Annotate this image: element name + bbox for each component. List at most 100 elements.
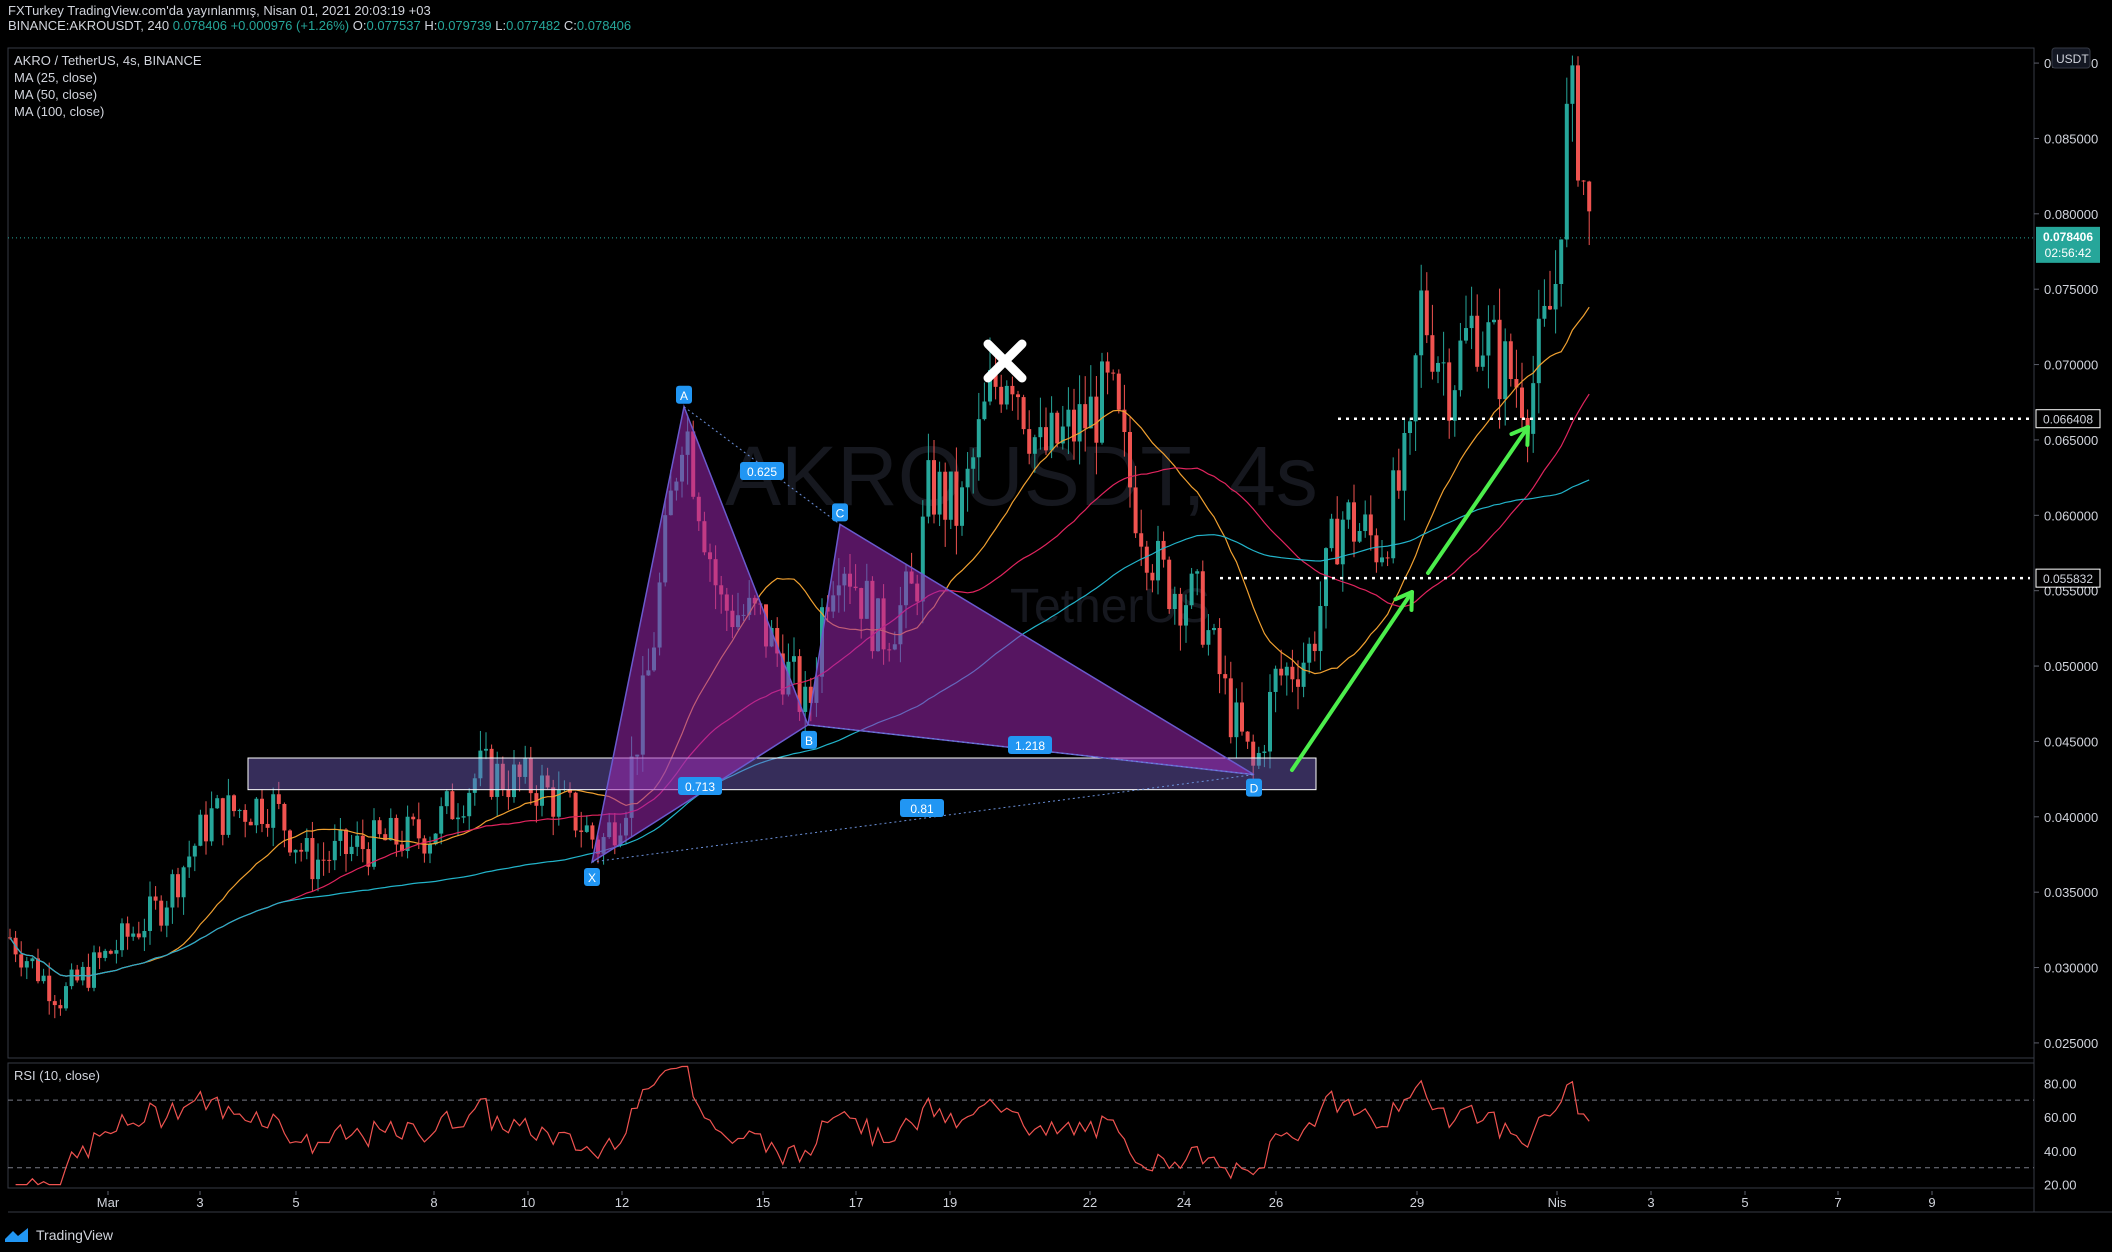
candle-body (528, 758, 533, 794)
candle-body (1055, 412, 1060, 444)
ma25-line (9, 306, 1590, 977)
candle-body (1083, 404, 1088, 429)
candle-body (1492, 319, 1496, 323)
candle-body (388, 817, 393, 841)
footer-brand[interactable]: TradingView (4, 1222, 113, 1248)
candle-body (1452, 390, 1457, 421)
time-tick-label: 5 (292, 1195, 299, 1210)
last-value: 0.078406 (172, 18, 227, 33)
candle-body (1570, 65, 1575, 104)
candle-body (1374, 535, 1379, 563)
price-tick-label: 0.075000 (2044, 282, 2098, 297)
candle-body (120, 923, 124, 951)
legend-ma50[interactable]: MA (50, close) (14, 87, 98, 102)
candle-body (332, 840, 337, 861)
ratio-badge (678, 777, 722, 795)
candle-body (1503, 341, 1508, 400)
candle-body (1150, 572, 1155, 581)
candle-body (366, 849, 371, 867)
pattern-point-label: A (680, 389, 688, 403)
candle-body (472, 778, 477, 793)
price-tick-label: 0.065000 (2044, 433, 2098, 448)
candle-body (1279, 668, 1284, 676)
arrow-up-2 (1426, 425, 1530, 575)
candle-body (1497, 319, 1502, 400)
candle-body (461, 816, 466, 818)
candle-body (1357, 530, 1362, 542)
candle-body (540, 775, 544, 806)
candle-body (444, 791, 449, 807)
candle-body (1178, 593, 1183, 626)
candle-body (1032, 437, 1037, 454)
candle-body (1262, 751, 1267, 753)
candle-body (1156, 540, 1160, 581)
pattern-point-label: C (836, 506, 845, 520)
candle-body (1139, 533, 1144, 547)
candle-body (1581, 180, 1586, 182)
candle-body (97, 952, 102, 958)
candle-body (1240, 702, 1244, 732)
legend-ma100[interactable]: MA (100, close) (14, 104, 105, 119)
level-low-label: 0.055832 (2043, 572, 2093, 586)
time-tick-label: 15 (756, 1195, 770, 1210)
candle-body (1363, 514, 1368, 531)
candle-body (282, 803, 287, 831)
rsi-title[interactable]: RSI (10, close) (14, 1068, 100, 1083)
candle-body (1458, 340, 1463, 391)
candle-body (1049, 412, 1054, 451)
time-tick-label: 29 (1410, 1195, 1424, 1210)
candle-body (556, 789, 561, 817)
time-tick-label: Mar (97, 1195, 120, 1210)
candle-body (1329, 518, 1334, 549)
last-price-label: 0.078406 (2043, 230, 2093, 244)
candle-body (982, 401, 987, 420)
candle-body (1441, 362, 1446, 364)
price-tick-label: 0.035000 (2044, 885, 2098, 900)
candle-body (192, 845, 197, 857)
candle-body (1430, 335, 1435, 372)
candle-body (276, 794, 281, 804)
candle-body (534, 793, 539, 806)
candle-body (1396, 470, 1401, 491)
candle-body (355, 835, 360, 847)
candle-body (344, 829, 348, 855)
candle-body (797, 656, 802, 712)
candle-body (1531, 383, 1536, 434)
candles-group (8, 55, 1592, 1019)
candle-body (1251, 741, 1256, 766)
candle-body (1184, 605, 1188, 626)
candle-body (75, 969, 80, 981)
time-tick-label: 24 (1177, 1195, 1191, 1210)
candle-body (1044, 427, 1048, 451)
ratio-label: 1.218 (1015, 739, 1045, 753)
candle-body (1228, 678, 1233, 738)
candle-body (265, 823, 270, 828)
candle-body (1206, 630, 1211, 645)
tradingview-logo-icon (5, 1228, 28, 1242)
candle-body (394, 817, 399, 845)
pattern-point-label: B (805, 734, 813, 748)
candle-body (954, 471, 959, 526)
time-tick-label: 7 (1834, 1195, 1841, 1210)
candle-body (64, 986, 68, 1009)
candle-body (1419, 290, 1424, 356)
candle-body (1223, 674, 1228, 679)
candle-body (215, 798, 220, 809)
candle-body (1268, 691, 1272, 752)
candle-body (136, 933, 141, 938)
candle-body (131, 933, 136, 937)
candle-body (1447, 362, 1452, 421)
candle-body (428, 844, 432, 854)
candle-body (360, 835, 365, 850)
candle-body (226, 795, 231, 835)
rsi-pane (7, 1062, 2035, 1189)
candle-body (1217, 627, 1222, 675)
candle-body (1436, 362, 1440, 372)
candle-body (47, 975, 52, 1002)
candle-body (1144, 546, 1149, 573)
legend-ma25[interactable]: MA (25, close) (14, 70, 98, 85)
candle-body (36, 958, 40, 982)
candle-body (1077, 404, 1082, 442)
high-value: 0.079739 (437, 18, 492, 33)
